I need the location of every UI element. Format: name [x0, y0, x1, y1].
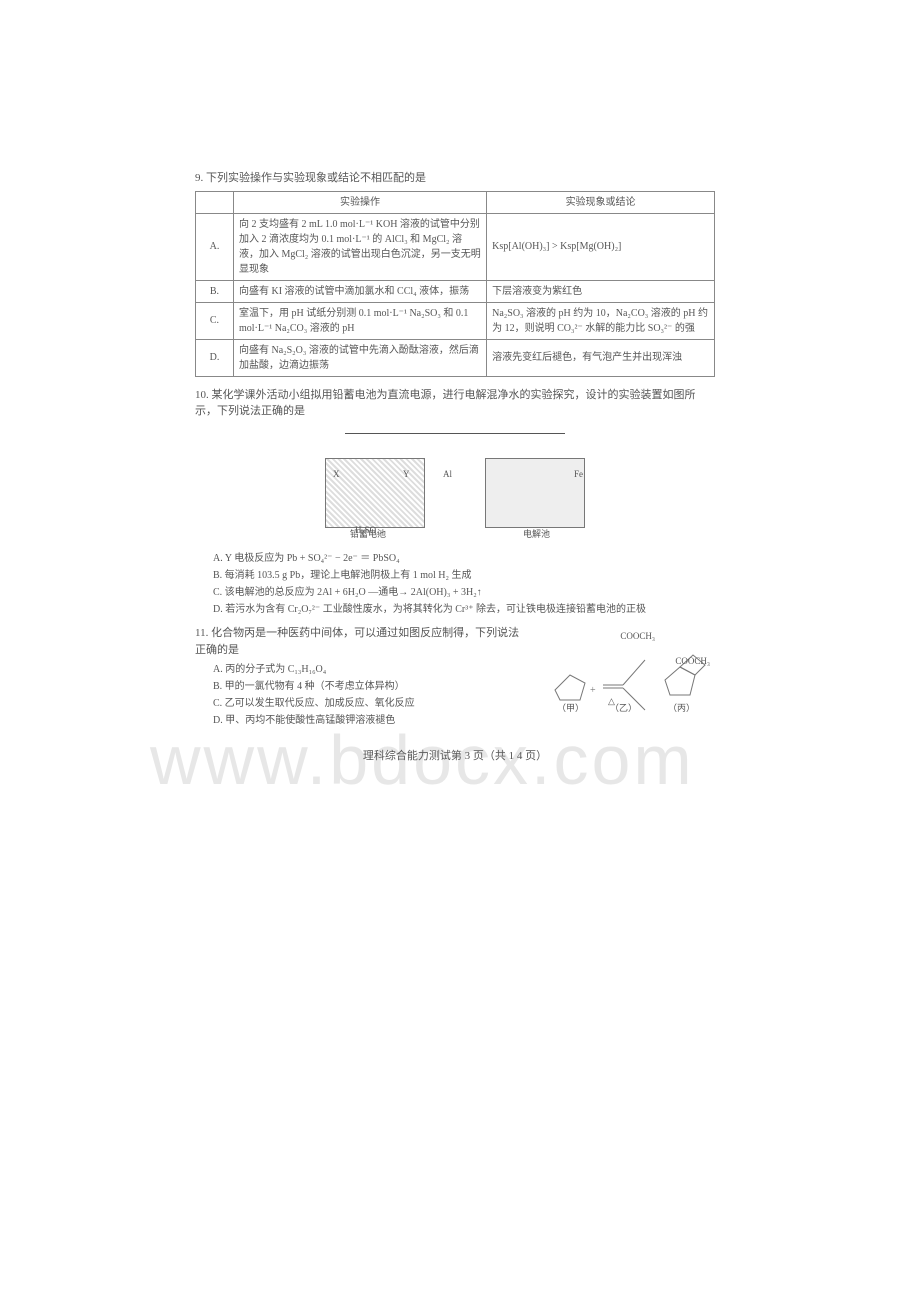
label-al: Al [443, 468, 452, 482]
option-c: C. 该电解池的总反应为 2Al + 6H₂O —通电→ 2Al(OH)₃ + … [213, 585, 715, 600]
page-footer: 理科综合能力测试第 3 页（共 1 4 页） [195, 748, 715, 765]
q11-options: A. 丙的分子式为 C₁₃H₁₆O₄ B. 甲的一氯代物有 4 种（不考虑立体异… [213, 662, 527, 728]
wire-icon [345, 433, 565, 434]
option-d: D. 若污水为含有 Cr₂O₇²⁻ 工业酸性废水，为将其转化为 Cr³⁺ 除去，… [213, 602, 715, 617]
label-cooch3-2: COOCH₃ [675, 655, 710, 669]
q10-diagram: X Y Al Fe H₂SO₄ 铅蓄电池 电解池 [195, 428, 715, 544]
q10-stem: 10. 某化学课外活动小组拟用铅蓄电池为直流电源，进行电解混净水的实验探究，设计… [195, 387, 715, 420]
row-label: D. [196, 339, 234, 376]
row-label: B. [196, 280, 234, 302]
option-b: B. 每消耗 103.5 g Pb，理论上电解池阴极上有 1 mol H₂ 生成 [213, 568, 715, 583]
svg-text:+: + [590, 685, 596, 696]
table-row: D. 向盛有 Na₂S₂O₃ 溶液的试管中先滴入酚酞溶液，然后滴加盐酸，边滴边振… [196, 339, 715, 376]
table-row: C. 室温下，用 pH 试纸分别测 0.1 mol·L⁻¹ Na₂SO₃ 和 0… [196, 302, 715, 339]
row-op: 向 2 支均盛有 2 mL 1.0 mol·L⁻¹ KOH 溶液的试管中分别加入… [233, 213, 486, 280]
th-operation: 实验操作 [233, 191, 486, 213]
q9-table: 实验操作 实验现象或结论 A. 向 2 支均盛有 2 mL 1.0 mol·L⁻… [195, 191, 715, 377]
row-label: A. [196, 213, 234, 280]
label-bing: （丙） [668, 702, 695, 716]
circuit-diagram: X Y Al Fe H₂SO₄ 铅蓄电池 电解池 [325, 428, 585, 538]
option-c: C. 乙可以发生取代反应、加成反应、氧化反应 [213, 696, 527, 711]
bicycle-icon [665, 667, 695, 695]
option-b: B. 甲的一氯代物有 4 种（不考虑立体异构） [213, 679, 527, 694]
label-delta: △ [608, 695, 615, 709]
page-content: 9. 下列实验操作与实验现象或结论不相匹配的是 实验操作 实验现象或结论 A. … [195, 170, 715, 765]
label-fe: Fe [574, 468, 583, 482]
row-op: 室温下，用 pH 试纸分别测 0.1 mol·L⁻¹ Na₂SO₃ 和 0.1 … [233, 302, 486, 339]
q10: 10. 某化学课外活动小组拟用铅蓄电池为直流电源，进行电解混净水的实验探究，设计… [195, 387, 715, 618]
pentagon-icon [555, 675, 585, 700]
q11-reaction-diagram: + COOCH₃ COOCH₃ （甲） （乙） （丙） △ [535, 625, 715, 715]
q11: 11. 化合物丙是一种医药中间体，可以通过如图反应制得，下列说法正确的是 A. … [195, 625, 715, 730]
q11-left: 11. 化合物丙是一种医药中间体，可以通过如图反应制得，下列说法正确的是 A. … [195, 625, 527, 730]
q9-stem: 9. 下列实验操作与实验现象或结论不相匹配的是 [195, 170, 715, 187]
table-row: A. 向 2 支均盛有 2 mL 1.0 mol·L⁻¹ KOH 溶液的试管中分… [196, 213, 715, 280]
q11-stem: 11. 化合物丙是一种医药中间体，可以通过如图反应制得，下列说法正确的是 [195, 625, 527, 658]
table-row: B. 向盛有 KI 溶液的试管中滴加氯水和 CCl₄ 液体，振荡 下层溶液变为紫… [196, 280, 715, 302]
th-result: 实验现象或结论 [487, 191, 715, 213]
row-res: Ksp[Al(OH)₃] > Ksp[Mg(OH)₂] [487, 213, 715, 280]
option-a: A. Y 电极反应为 Pb + SO₄²⁻ − 2e⁻ ＝ PbSO₄ [213, 551, 715, 566]
label-cooch3: COOCH₃ [620, 630, 655, 644]
option-d: D. 甲、丙均不能使酸性高锰酸钾溶液褪色 [213, 713, 527, 728]
electrolysis-box [485, 458, 585, 528]
row-label: C. [196, 302, 234, 339]
th-blank [196, 191, 234, 213]
option-a: A. 丙的分子式为 C₁₃H₁₆O₄ [213, 662, 527, 677]
q10-options: A. Y 电极反应为 Pb + SO₄²⁻ − 2e⁻ ＝ PbSO₄ B. 每… [213, 551, 715, 617]
row-op: 向盛有 Na₂S₂O₃ 溶液的试管中先滴入酚酞溶液，然后滴加盐酸，边滴边振荡 [233, 339, 486, 376]
row-op: 向盛有 KI 溶液的试管中滴加氯水和 CCl₄ 液体，振荡 [233, 280, 486, 302]
row-res: Na₂SO₃ 溶液的 pH 约为 10，Na₂CO₃ 溶液的 pH 约为 12，… [487, 302, 715, 339]
table-header-row: 实验操作 实验现象或结论 [196, 191, 715, 213]
label-x: X [333, 468, 340, 482]
label-y: Y [403, 468, 410, 482]
q11-row: 11. 化合物丙是一种医药中间体，可以通过如图反应制得，下列说法正确的是 A. … [195, 625, 715, 730]
label-jia: （甲） [557, 702, 584, 716]
row-res: 下层溶液变为紫红色 [487, 280, 715, 302]
row-res: 溶液先变红后褪色，有气泡产生并出现浑浊 [487, 339, 715, 376]
label-cell: 电解池 [523, 528, 550, 542]
battery-box [325, 458, 425, 528]
label-battery: 铅蓄电池 [350, 528, 386, 542]
